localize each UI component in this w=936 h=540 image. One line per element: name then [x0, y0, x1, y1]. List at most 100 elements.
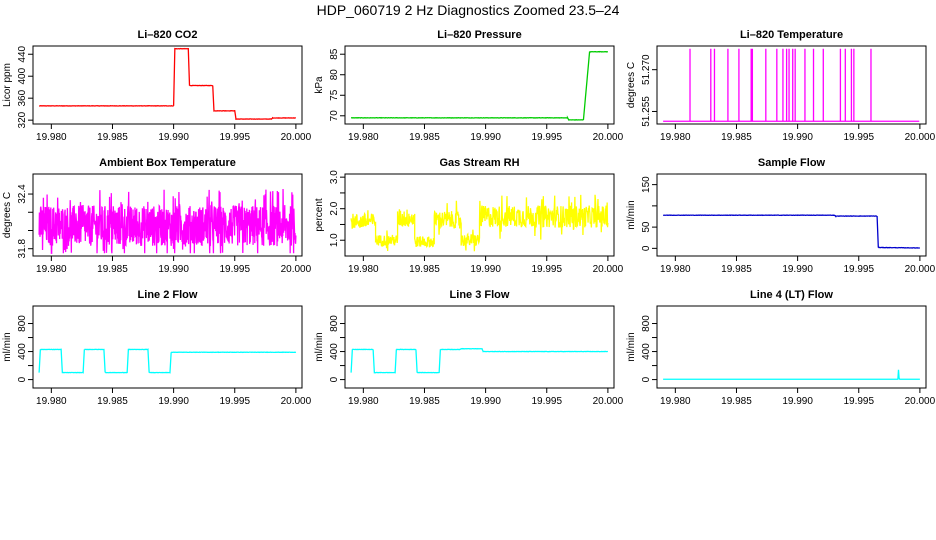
series-line [38, 47, 296, 120]
plot-frame [32, 173, 303, 257]
x-tick-label: 19.995 [531, 132, 562, 143]
x-tick-label: 20.000 [593, 132, 624, 143]
panel-sample-flow: Sample Flow ml/min 19.980 19.985 19.990 19.99… [624, 154, 936, 286]
x-tick-label: 19.980 [36, 264, 67, 275]
chart-sample-flow: Sample Flow ml/min 19.980 19.985 19.990 19.99… [626, 157, 936, 275]
x-tick-label: 20.000 [593, 396, 624, 407]
x-tick-label: 19.990 [470, 264, 501, 275]
y-tick-label: 0 [329, 376, 340, 382]
y-axis-label: ml/min [314, 332, 325, 361]
x-tick-label: 19.990 [470, 396, 501, 407]
chart-licor-temperature: Li–820 Temperature degrees C 19.980 19.985 1… [626, 29, 936, 143]
plot-frame [656, 173, 927, 257]
panel-ambient-box-temperature: Ambient Box Temperature degrees C 19.980 19… [0, 154, 312, 286]
series-line [38, 348, 297, 374]
chart-title: Line 2 Flow [138, 289, 198, 301]
y-tick-label: 440 [17, 45, 28, 62]
chart-gas-stream-rh: Gas Stream RH percent 19.980 19.985 19.990 19… [314, 157, 624, 275]
y-axis-label: percent [314, 198, 325, 232]
chart-pressure: Li–820 Pressure kPa 19.980 19.985 19.990 19.9… [314, 29, 624, 143]
x-tick-label: 19.980 [36, 132, 67, 143]
chart-ambient-box-temperature: Ambient Box Temperature degrees C 19.980 19… [2, 157, 312, 275]
chart-title: Li–820 Pressure [437, 29, 521, 41]
x-tick-label: 19.985 [409, 264, 440, 275]
chart-co2: Li–820 CO2 Licor ppm 19.980 19.985 19.990 19.… [2, 29, 312, 143]
panel-licor-temperature: Li–820 Temperature degrees C 19.980 19.985 1… [624, 26, 936, 154]
y-axis-label: degrees C [626, 62, 637, 108]
x-tick-label: 20.000 [905, 396, 936, 407]
y-tick-label: 32.4 [17, 184, 28, 204]
y-tick-label: 800 [641, 315, 652, 332]
y-tick-label: 0 [641, 245, 652, 251]
panel-gas-stream-rh: Gas Stream RH percent 19.980 19.985 19.990 19… [312, 154, 624, 286]
x-tick-label: 19.985 [409, 132, 440, 143]
y-tick-label: 400 [17, 67, 28, 84]
x-tick-label: 20.000 [593, 264, 624, 275]
plot-frame [656, 45, 927, 125]
y-tick-label: 400 [641, 343, 652, 360]
y-axis-label: degrees C [2, 192, 13, 238]
x-tick-label: 19.990 [782, 264, 813, 275]
x-tick-label: 19.985 [721, 396, 752, 407]
y-tick-label: 51.270 [641, 54, 652, 85]
y-tick-label: 75 [329, 89, 340, 101]
x-tick-label: 19.990 [158, 396, 189, 407]
y-tick-label: 400 [329, 343, 340, 360]
x-tick-label: 19.980 [348, 132, 379, 143]
plot-frame [344, 173, 615, 257]
x-tick-label: 19.980 [660, 132, 691, 143]
x-tick-label: 19.985 [97, 132, 128, 143]
panel-pressure: Li–820 Pressure kPa 19.980 19.985 19.990 19.9… [312, 26, 624, 154]
x-tick-label: 19.980 [348, 396, 379, 407]
x-tick-label: 20.000 [905, 264, 936, 275]
y-axis-label: Licor ppm [2, 63, 13, 107]
chart-line3-flow: Line 3 Flow ml/min 19.980 19.985 19.990 19.99… [314, 289, 624, 407]
series-line [663, 48, 920, 122]
y-tick-label: 150 [641, 176, 652, 193]
x-tick-label: 19.995 [219, 264, 250, 275]
y-tick-label: 360 [17, 89, 28, 106]
series-line [663, 369, 920, 380]
x-tick-label: 19.990 [782, 396, 813, 407]
x-tick-label: 20.000 [905, 132, 936, 143]
plot-frame [344, 45, 615, 125]
y-tick-label: 2.0 [329, 201, 340, 215]
y-tick-label: 31.8 [17, 239, 28, 259]
y-tick-label: 80 [329, 69, 340, 81]
x-tick-label: 19.980 [348, 264, 379, 275]
panel-line4-flow: Line 4 (LT) Flow ml/min 19.980 19.985 19.990… [624, 286, 936, 418]
x-tick-label: 19.995 [843, 132, 874, 143]
chart-title: Gas Stream RH [439, 157, 519, 169]
y-axis-label: ml/min [626, 332, 637, 361]
y-tick-label: 70 [329, 110, 340, 122]
x-tick-label: 19.985 [409, 396, 440, 407]
x-tick-label: 19.990 [470, 132, 501, 143]
x-tick-label: 19.985 [721, 132, 752, 143]
x-tick-label: 20.000 [281, 132, 312, 143]
x-tick-label: 19.980 [660, 396, 691, 407]
plot-frame [32, 305, 303, 389]
y-tick-label: 400 [17, 343, 28, 360]
chart-title: Li–820 CO2 [138, 29, 198, 41]
y-tick-label: 50 [641, 221, 652, 233]
y-tick-label: 85 [329, 48, 340, 60]
y-tick-label: 0 [17, 376, 28, 382]
y-axis-label: kPa [314, 76, 325, 94]
y-axis-label: ml/min [2, 332, 13, 361]
x-tick-label: 19.995 [219, 396, 250, 407]
chart-title: Line 3 Flow [450, 289, 510, 301]
plot-frame [32, 45, 303, 125]
x-tick-label: 19.985 [97, 396, 128, 407]
x-tick-label: 19.980 [36, 396, 67, 407]
x-tick-label: 19.980 [660, 264, 691, 275]
x-tick-label: 19.990 [782, 132, 813, 143]
y-tick-label: 3.0 [329, 170, 340, 184]
chart-title: Ambient Box Temperature [99, 157, 236, 169]
series-line [38, 189, 297, 254]
y-tick-label: 320 [17, 111, 28, 128]
y-tick-label: 800 [17, 315, 28, 332]
x-tick-label: 19.995 [531, 396, 562, 407]
y-tick-label: 1.0 [329, 233, 340, 247]
chart-line4-flow: Line 4 (LT) Flow ml/min 19.980 19.985 19.990… [626, 289, 936, 407]
x-tick-label: 19.985 [97, 264, 128, 275]
